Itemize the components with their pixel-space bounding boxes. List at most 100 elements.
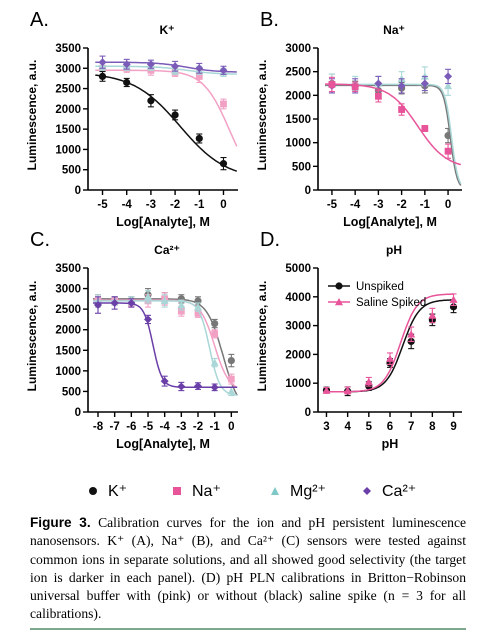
panel-d-legend: Unspiked Saline Spiked [328, 281, 426, 309]
fit-curve [95, 65, 237, 75]
legend-item-na: Na⁺ [172, 478, 221, 504]
panel-c: C. Ca²⁺ 0 500 1000 1500 2000 2500 3000 3500 -8 -7 -6… [25, 229, 238, 451]
y-tick-label: 0 [305, 185, 311, 197]
data-point [328, 81, 336, 88]
x-tick-label: 0 [228, 421, 234, 433]
y-tick-label: 0 [75, 407, 81, 419]
data-point [177, 382, 186, 391]
panel-b: B. Na⁺ 0 500 1000 1500 2000 2500 3000 -5 -4 -3 -2 -1 0… [255, 9, 462, 229]
data-point [449, 295, 458, 303]
x-tick-label: -8 [93, 421, 104, 433]
x-tick-label: 4 [344, 421, 351, 433]
y-tick-label: 2000 [55, 104, 81, 116]
series-Ca²⁺ [95, 55, 237, 75]
y-tick-label: 2000 [285, 90, 311, 102]
circle-marker-icon [89, 487, 97, 495]
panel-title: Na⁺ [383, 23, 405, 37]
panel-a: A. K⁺ 0 500 1000 1500 2000 2500 3000 3500 -5 -4 -3 -2… [25, 9, 238, 229]
data-point [428, 311, 437, 319]
series-Ca²⁺ [93, 296, 238, 392]
y-tick-label: 3000 [55, 284, 81, 296]
data-point [444, 131, 452, 140]
data-point [444, 81, 453, 90]
square-marker-icon [173, 487, 181, 495]
x-tick-label: -3 [146, 199, 156, 211]
panel-letter: D. [260, 229, 280, 251]
panel-letter: A. [30, 9, 49, 31]
x-tick-label: -2 [193, 421, 203, 433]
x-tick-label: 5 [366, 421, 373, 433]
y-tick-label: 1500 [55, 345, 81, 357]
y-tick-label: 1000 [55, 366, 81, 378]
panel-title: K⁺ [160, 23, 175, 37]
x-tick-label: -1 [420, 199, 431, 211]
fit-curve [325, 84, 462, 186]
y-axis-label: Luminescence, a.u. [25, 60, 39, 171]
x-tick-label: 0 [445, 199, 451, 211]
data-point [146, 60, 155, 69]
x-tick-label: -2 [170, 199, 180, 211]
y-tick-label: 500 [62, 165, 81, 177]
data-point [397, 81, 406, 90]
legend-label-mg: Mg²⁺ [290, 483, 326, 500]
data-point [194, 303, 202, 311]
data-point [398, 106, 406, 113]
x-tick-label: 6 [387, 421, 393, 433]
y-tick-label: 1000 [55, 144, 81, 156]
y-tick-label: 2500 [55, 84, 81, 96]
data-point [195, 64, 204, 73]
fit-curve [95, 61, 237, 73]
x-tick-label: -1 [210, 421, 221, 433]
panel-title: Ca²⁺ [154, 243, 180, 257]
data-point [160, 377, 169, 386]
data-point [420, 79, 429, 88]
legend-marker [335, 298, 343, 306]
legend-label-na: Na⁺ [192, 483, 221, 500]
series-Na⁺ [325, 76, 462, 166]
y-axis-label: Luminescence, a.u. [255, 60, 269, 171]
data-point [220, 100, 227, 108]
data-point [171, 111, 179, 119]
y-tick-label: 1000 [285, 378, 311, 390]
y-tick-label: 3000 [55, 63, 81, 75]
data-point [127, 298, 136, 307]
data-point [177, 301, 186, 309]
data-point [194, 382, 202, 391]
legend-series-label: Saline Spiked [356, 297, 426, 309]
data-point [98, 72, 107, 80]
x-tick-label: -5 [143, 421, 154, 433]
x-axis-label: Log[Analyte], M [116, 437, 210, 451]
data-point [147, 97, 155, 105]
data-point [227, 356, 235, 365]
y-tick-label: 0 [75, 185, 81, 197]
legend-item-k: K⁺ [88, 478, 127, 504]
data-point [211, 330, 219, 338]
series-Ca²⁺ [327, 68, 453, 94]
data-point [210, 383, 219, 392]
fit-curve [95, 74, 238, 172]
data-point [351, 83, 359, 91]
caption-text: Calibration curves for the ion and pH pe… [30, 515, 467, 622]
data-point [374, 79, 383, 88]
y-tick-label: 3500 [55, 43, 81, 55]
y-tick-label: 4000 [285, 292, 311, 304]
data-point [160, 296, 169, 305]
x-tick-label: -6 [126, 421, 136, 433]
series-K⁺ [95, 70, 238, 172]
triangle-marker-icon [271, 487, 279, 495]
x-tick-label: 8 [429, 421, 436, 433]
data-point [407, 330, 416, 338]
panel-d: D. pH 0 1000 2000 3000 4000 5000 3 4 5 6 7 8 9 pH Lumine… [255, 229, 462, 451]
data-point [177, 307, 185, 315]
legend-item-mg: Mg²⁺ [270, 478, 326, 504]
data-point [386, 354, 394, 362]
y-tick-label: 3000 [285, 43, 311, 55]
y-tick-label: 2500 [55, 304, 81, 316]
data-point [194, 309, 202, 317]
data-point [98, 58, 107, 67]
x-tick-label: 9 [450, 421, 456, 433]
data-point [219, 160, 228, 168]
panel-letter: C. [30, 229, 50, 251]
y-axis-label: Luminescence, a.u. [255, 281, 269, 392]
